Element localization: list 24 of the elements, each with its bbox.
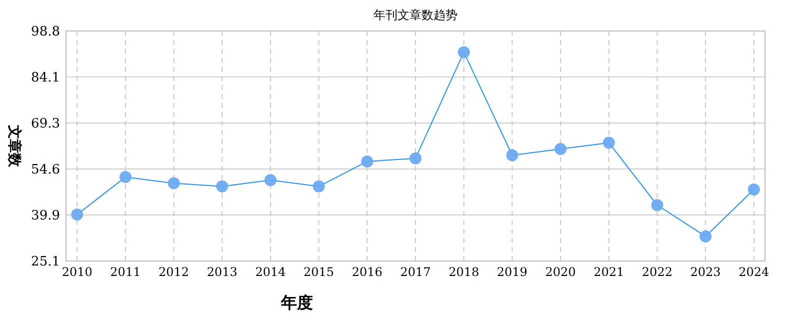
y-tick-label: 98.8	[31, 24, 60, 40]
x-tick-label: 2014	[255, 265, 286, 279]
x-tick-label: 2020	[545, 265, 576, 279]
x-tick-label: 2011	[110, 265, 141, 279]
x-tick-label: 2024	[738, 265, 770, 279]
x-tick-label: 2022	[642, 265, 672, 279]
x-axis-title: 年度	[280, 293, 313, 312]
x-tick-label: 2021	[594, 265, 624, 279]
x-tick-label: 2017	[400, 265, 431, 279]
y-tick-label: 25.1	[31, 254, 60, 270]
x-tick-label: 2010	[62, 265, 92, 279]
x-tick-label: 2016	[352, 265, 382, 279]
x-tick-label: 2019	[496, 265, 528, 279]
x-tick-label: 2018	[448, 265, 480, 279]
y-tick-label: 84.1	[31, 70, 60, 86]
x-tick-label: 2012	[158, 265, 190, 279]
y-axis-title: 文章数	[6, 124, 23, 168]
y-tick-label: 69.3	[31, 116, 60, 132]
y-tick-label: 54.6	[31, 162, 60, 178]
y-tick-label: 39.9	[31, 208, 60, 224]
x-tick-label: 2013	[206, 265, 238, 279]
x-tick-label: 2015	[304, 265, 334, 279]
x-tick-label: 2023	[690, 265, 721, 279]
chart-title: 年刊文章数趋势	[374, 8, 458, 22]
